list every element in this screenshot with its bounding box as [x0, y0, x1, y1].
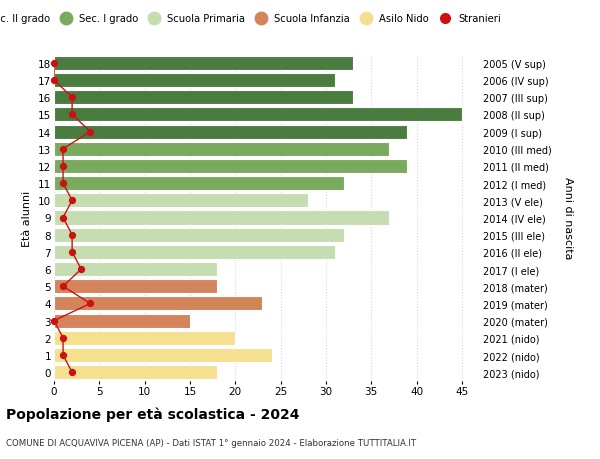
Point	[67, 231, 77, 239]
Bar	[54, 263, 217, 276]
Point	[58, 146, 68, 153]
Y-axis label: Età alunni: Età alunni	[22, 190, 32, 246]
Text: Popolazione per età scolastica - 2024: Popolazione per età scolastica - 2024	[6, 406, 299, 421]
Legend: Sec. II grado, Sec. I grado, Scuola Primaria, Scuola Infanzia, Asilo Nido, Stran: Sec. II grado, Sec. I grado, Scuola Prim…	[0, 14, 501, 24]
Point	[49, 317, 59, 325]
Bar	[54, 142, 389, 157]
Y-axis label: Anni di nascita: Anni di nascita	[563, 177, 572, 259]
Point	[85, 300, 95, 308]
Bar	[54, 280, 217, 294]
Bar	[54, 74, 335, 88]
Bar	[54, 125, 407, 139]
Point	[85, 129, 95, 136]
Point	[67, 94, 77, 101]
Point	[67, 249, 77, 256]
Bar	[54, 331, 235, 345]
Bar	[54, 297, 262, 311]
Point	[58, 180, 68, 187]
Point	[58, 352, 68, 359]
Bar	[54, 194, 308, 208]
Point	[58, 283, 68, 290]
Bar	[54, 177, 344, 191]
Point	[49, 77, 59, 84]
Bar	[54, 348, 272, 362]
Bar	[54, 91, 353, 105]
Bar	[54, 211, 389, 225]
Bar	[54, 245, 335, 259]
Point	[67, 112, 77, 119]
Bar	[54, 160, 407, 174]
Point	[58, 163, 68, 170]
Bar	[54, 314, 190, 328]
Point	[76, 266, 86, 273]
Bar	[54, 228, 344, 242]
Bar	[54, 56, 353, 71]
Point	[67, 197, 77, 205]
Point	[58, 335, 68, 342]
Point	[67, 369, 77, 376]
Bar	[54, 108, 462, 122]
Bar	[54, 365, 217, 380]
Text: COMUNE DI ACQUAVIVA PICENA (AP) - Dati ISTAT 1° gennaio 2024 - Elaborazione TUTT: COMUNE DI ACQUAVIVA PICENA (AP) - Dati I…	[6, 438, 416, 447]
Point	[58, 214, 68, 222]
Point	[49, 60, 59, 67]
